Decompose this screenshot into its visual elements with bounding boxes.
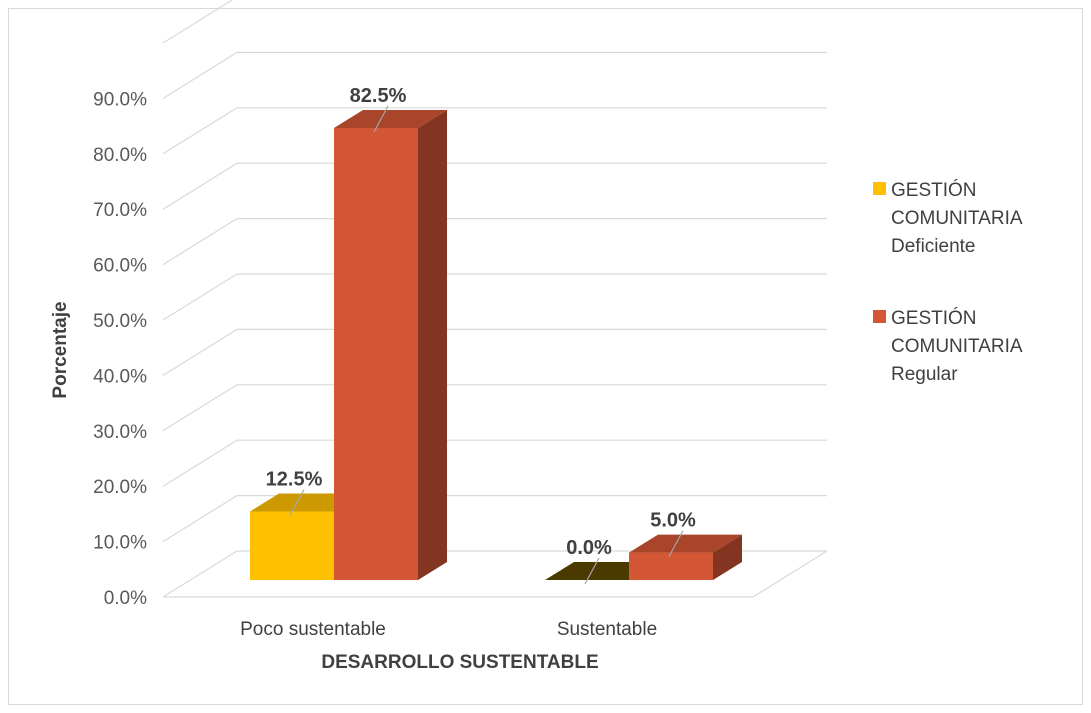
y-tick-label: 40.0% [93, 366, 147, 387]
label-leader [668, 530, 684, 557]
legend: GESTIÓN COMUNITARIA Deficiente GESTIÓN COMUN… [873, 179, 1023, 385]
gridline-side [162, 218, 238, 266]
y-axis-title: Porcentaje [50, 301, 71, 398]
y-tick-label: 20.0% [93, 477, 147, 498]
chart-walls [237, 52, 827, 552]
legend-item: GESTIÓN COMUNITARIA Regular [873, 307, 1023, 385]
data-label: 5.0% [650, 510, 696, 532]
y-tick-label: 70.0% [93, 200, 147, 221]
bars [250, 110, 742, 580]
x-category-labels: Poco sustentable Sustentable [240, 619, 657, 640]
label-leader [289, 489, 305, 516]
floor-edge [752, 550, 828, 598]
legend-label: GESTIÓN [891, 307, 977, 329]
legend-item: GESTIÓN COMUNITARIA Deficiente [873, 179, 1023, 257]
back-wall [237, 52, 827, 552]
y-tick-label: 30.0% [93, 422, 147, 443]
legend-swatch [873, 182, 886, 195]
y-tick-label: 50.0% [93, 311, 147, 332]
data-label: 0.0% [566, 537, 612, 559]
gridline-side [162, 107, 238, 155]
legend-label: GESTIÓN [891, 179, 977, 201]
bar-top [334, 110, 447, 128]
y-tick-label: 10.0% [93, 533, 147, 554]
label-leader-lines [289, 105, 684, 585]
bar-front [629, 552, 713, 580]
y-tick-label: 90.0% [93, 89, 147, 110]
data-label: 82.5% [350, 85, 407, 107]
x-tick-label: Poco sustentable [240, 619, 386, 640]
label-leader [373, 105, 389, 133]
x-tick-label: Sustentable [557, 619, 657, 640]
gridline-side [162, 328, 238, 376]
legend-swatch [873, 310, 886, 323]
bar-side [713, 534, 742, 580]
gridline-side [162, 0, 234, 44]
bar-side [418, 110, 447, 580]
bar-regular [629, 534, 742, 580]
y-tick-label: 60.0% [93, 256, 147, 277]
label-leader [584, 557, 600, 585]
bar-regular [334, 110, 447, 580]
legend-label: Deficiente [891, 236, 976, 257]
bar-top [629, 534, 742, 553]
legend-label: COMUNITARIA [891, 208, 1023, 229]
bar-front [334, 128, 418, 580]
bar-front [250, 511, 334, 580]
gridline-side [162, 162, 238, 210]
legend-label: COMUNITARIA [891, 336, 1023, 357]
x-axis-title: DESARROLLO SUSTENTABLE [321, 652, 598, 673]
data-label: 12.5% [266, 469, 323, 491]
gridline-side [162, 550, 238, 598]
gridline-side [162, 495, 238, 543]
gridline-side [162, 51, 238, 99]
y-tick-label: 0.0% [104, 588, 147, 609]
data-labels: 12.5% 82.5% 0.0% 5.0% [266, 85, 696, 559]
gridline-side [162, 439, 238, 487]
gridline-side [162, 384, 238, 432]
y-tick-label: 80.0% [93, 145, 147, 166]
legend-label: Regular [891, 364, 958, 385]
gridline-side [162, 273, 238, 321]
y-tick-labels: 0.0% 10.0% 20.0% 30.0% 40.0% 50.0% 60.0% 70.0% 8… [93, 89, 147, 609]
